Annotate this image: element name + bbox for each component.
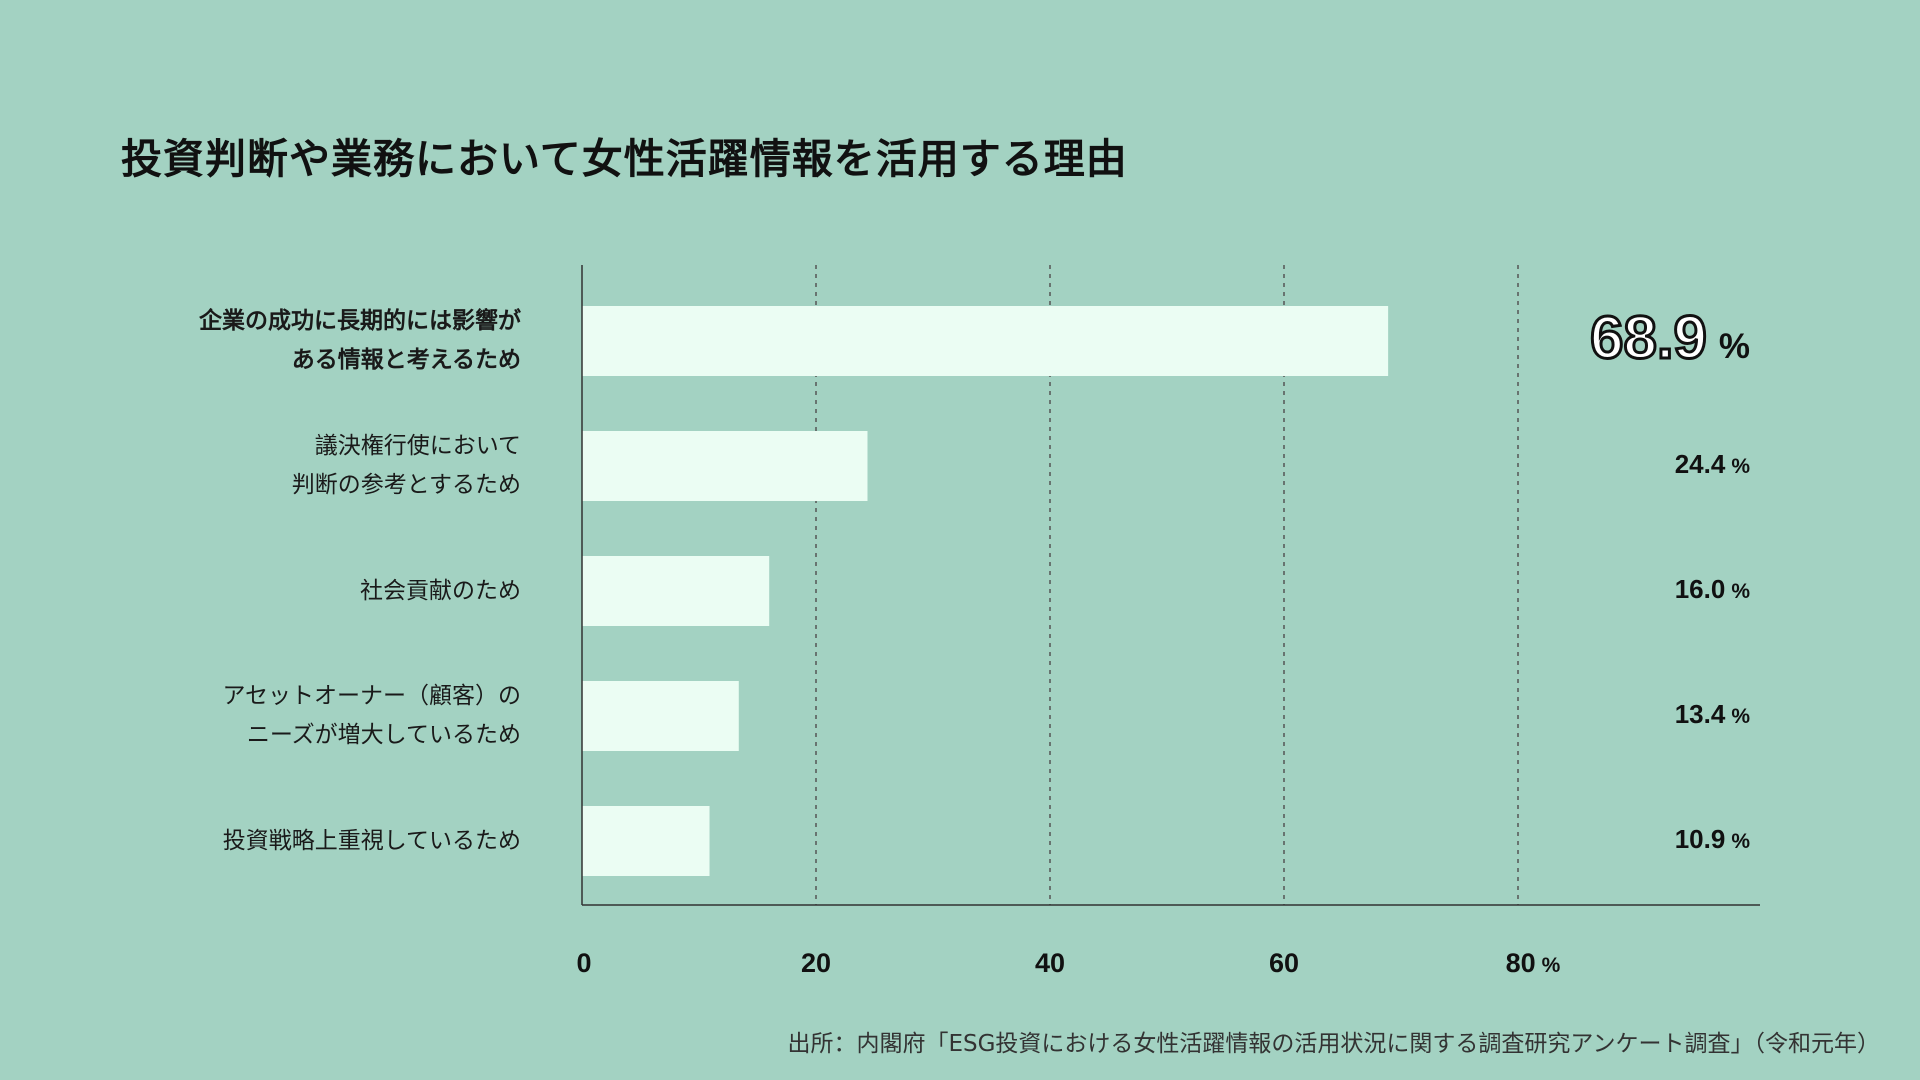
value-number: 10.9 <box>1674 824 1726 854</box>
category-label-2: 社会貢献のため <box>360 577 521 604</box>
bar-4 <box>582 806 710 876</box>
x-tick-label-20: 20 <box>800 948 832 978</box>
value-number: 68.9 <box>1589 303 1709 373</box>
value-unit: % <box>1731 455 1750 478</box>
value-unit: % <box>1718 327 1750 366</box>
x-axis-unit: % <box>1541 954 1561 977</box>
category-label-0: 企業の成功に長期的には影響が ある情報と考えるため <box>199 308 521 373</box>
chart-title: 投資判断や業務において女性活躍情報を活用する理由 <box>121 135 1128 183</box>
value-label-1: 24.4% <box>1675 449 1750 480</box>
bar-1 <box>582 431 868 501</box>
value-label-2: 16.0% <box>1675 574 1750 605</box>
source-note: 出所：内閣府「ESG投資における女性活躍情報の活用状況に関する調査研究アンケート… <box>787 1031 1880 1057</box>
x-tick-label-0: 0 <box>576 948 592 978</box>
bar-2 <box>582 556 770 626</box>
bar-0 <box>582 306 1389 376</box>
category-label-4: 投資戦略上重視しているため <box>222 827 521 854</box>
value-number: 24.4 <box>1674 449 1726 479</box>
value-number: 13.4 <box>1674 699 1726 729</box>
category-label-1: 議決権行使において 判断の参考とするため <box>291 433 521 498</box>
category-label-3: アセットオーナー（顧客）の ニーズが増大しているため <box>222 683 521 748</box>
bar-3 <box>582 681 739 751</box>
value-unit: % <box>1731 830 1750 853</box>
x-tick-label-60: 60 <box>1268 948 1300 978</box>
value-label-0: 68.9% <box>1589 303 1750 373</box>
value-unit: % <box>1731 705 1750 728</box>
value-unit: % <box>1731 580 1750 603</box>
value-number: 16.0 <box>1674 574 1726 604</box>
x-tick-label-40: 40 <box>1034 948 1066 978</box>
value-label-4: 10.9% <box>1675 824 1750 855</box>
x-tick-label-80: 80% <box>1505 948 1561 978</box>
value-label-3: 13.4% <box>1675 699 1750 730</box>
